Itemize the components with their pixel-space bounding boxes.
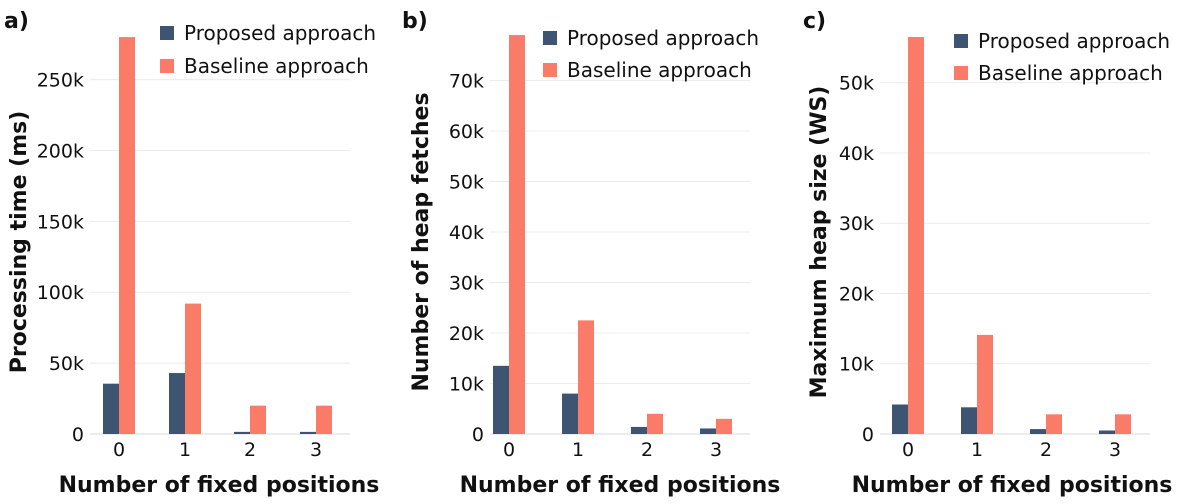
legend-label-proposed: Proposed approach	[978, 29, 1170, 53]
bar-baseline-1	[977, 334, 993, 434]
x-axis-title: Number of fixed positions	[59, 473, 380, 498]
bar-baseline-2	[1046, 414, 1062, 434]
legend-swatch-proposed	[160, 26, 174, 40]
y-tick-label: 70k	[449, 71, 484, 93]
bar-proposed-3	[300, 431, 316, 434]
bar-proposed-1	[961, 407, 977, 434]
legend-label-proposed: Proposed approach	[184, 21, 376, 45]
x-tick-label: 2	[1040, 439, 1052, 461]
y-tick-label: 100k	[37, 282, 84, 304]
y-tick-label: 30k	[839, 213, 874, 235]
bar-proposed-2	[234, 431, 250, 434]
bar-proposed-1	[562, 393, 578, 434]
legend-swatch-proposed	[954, 34, 968, 48]
legend-label-baseline: Baseline approach	[567, 58, 752, 82]
bar-baseline-0	[509, 35, 525, 435]
bar-proposed-3	[700, 428, 716, 434]
y-tick-label: 20k	[839, 283, 874, 305]
bar-baseline-0	[119, 37, 135, 435]
y-tick-label: 50k	[839, 73, 874, 95]
bar-baseline-2	[647, 413, 663, 434]
x-tick-label: 0	[113, 439, 125, 461]
panel-label: c)	[803, 9, 826, 34]
x-tick-label: 2	[244, 439, 256, 461]
bar-proposed-3	[1099, 430, 1115, 434]
legend-label-proposed: Proposed approach	[567, 26, 759, 50]
bar-proposed-0	[493, 365, 509, 434]
bar-proposed-0	[103, 383, 119, 434]
x-axis-title: Number of fixed positions	[852, 473, 1173, 498]
x-tick-label: 1	[572, 439, 584, 461]
x-tick-label: 3	[310, 439, 322, 461]
y-tick-label: 0	[862, 424, 874, 446]
x-tick-label: 1	[179, 439, 191, 461]
x-tick-label: 3	[710, 439, 722, 461]
legend-label-baseline: Baseline approach	[978, 61, 1163, 85]
bar-baseline-1	[578, 320, 594, 434]
y-tick-label: 60k	[449, 121, 484, 143]
bar-baseline-2	[250, 405, 266, 434]
bar-baseline-0	[908, 37, 924, 434]
chart-panel-1: 0 10k 20k 30k 40k 50k 60k 70k 0 1 2 3 Number of fixe…	[402, 9, 780, 498]
y-tick-label: 150k	[37, 211, 84, 233]
bar-proposed-2	[1030, 429, 1046, 434]
bar-proposed-0	[892, 404, 908, 434]
x-tick-label: 0	[503, 439, 515, 461]
x-tick-label: 1	[971, 439, 983, 461]
y-tick-label: 10k	[839, 354, 874, 376]
y-tick-label: 40k	[839, 143, 874, 165]
bar-proposed-2	[631, 426, 647, 434]
y-axis-title: Processing time (ms)	[7, 111, 32, 374]
y-tick-label: 10k	[449, 374, 484, 396]
legend-label-baseline: Baseline approach	[184, 54, 369, 78]
x-tick-label: 2	[641, 439, 653, 461]
panel-label: b)	[402, 9, 428, 34]
y-tick-label: 40k	[449, 222, 484, 244]
y-tick-label: 30k	[449, 273, 484, 295]
panel-label: a)	[4, 9, 29, 34]
y-tick-label: 200k	[37, 140, 84, 162]
y-tick-label: 0	[472, 424, 484, 446]
x-tick-label: 3	[1109, 439, 1121, 461]
bar-proposed-1	[169, 373, 185, 434]
x-tick-label: 0	[902, 439, 914, 461]
legend-swatch-proposed	[543, 31, 557, 45]
legend-swatch-baseline	[160, 59, 174, 73]
y-tick-label: 20k	[449, 323, 484, 345]
y-tick-label: 250k	[37, 70, 84, 92]
legend-swatch-baseline	[954, 66, 968, 80]
bar-baseline-3	[316, 405, 332, 434]
y-tick-label: 50k	[49, 353, 84, 375]
bar-baseline-3	[1115, 414, 1131, 434]
legend-swatch-baseline	[543, 63, 557, 77]
x-axis-title: Number of fixed positions	[460, 473, 781, 498]
chart-panel-2: 0 10k 20k 30k 40k 50k 0 1 2 3 Number of fixed posi…	[803, 9, 1172, 498]
y-axis-title: Maximum heap size (WS)	[807, 86, 832, 399]
chart-panel-0: 0 50k 100k 150k 200k 250k 0 1 2 3 Number of fixed …	[4, 9, 379, 498]
y-tick-label: 0	[72, 424, 84, 446]
bar-baseline-1	[185, 303, 201, 434]
y-tick-label: 50k	[449, 172, 484, 194]
bar-baseline-3	[716, 418, 732, 434]
y-axis-title: Number of heap fetches	[409, 92, 434, 391]
